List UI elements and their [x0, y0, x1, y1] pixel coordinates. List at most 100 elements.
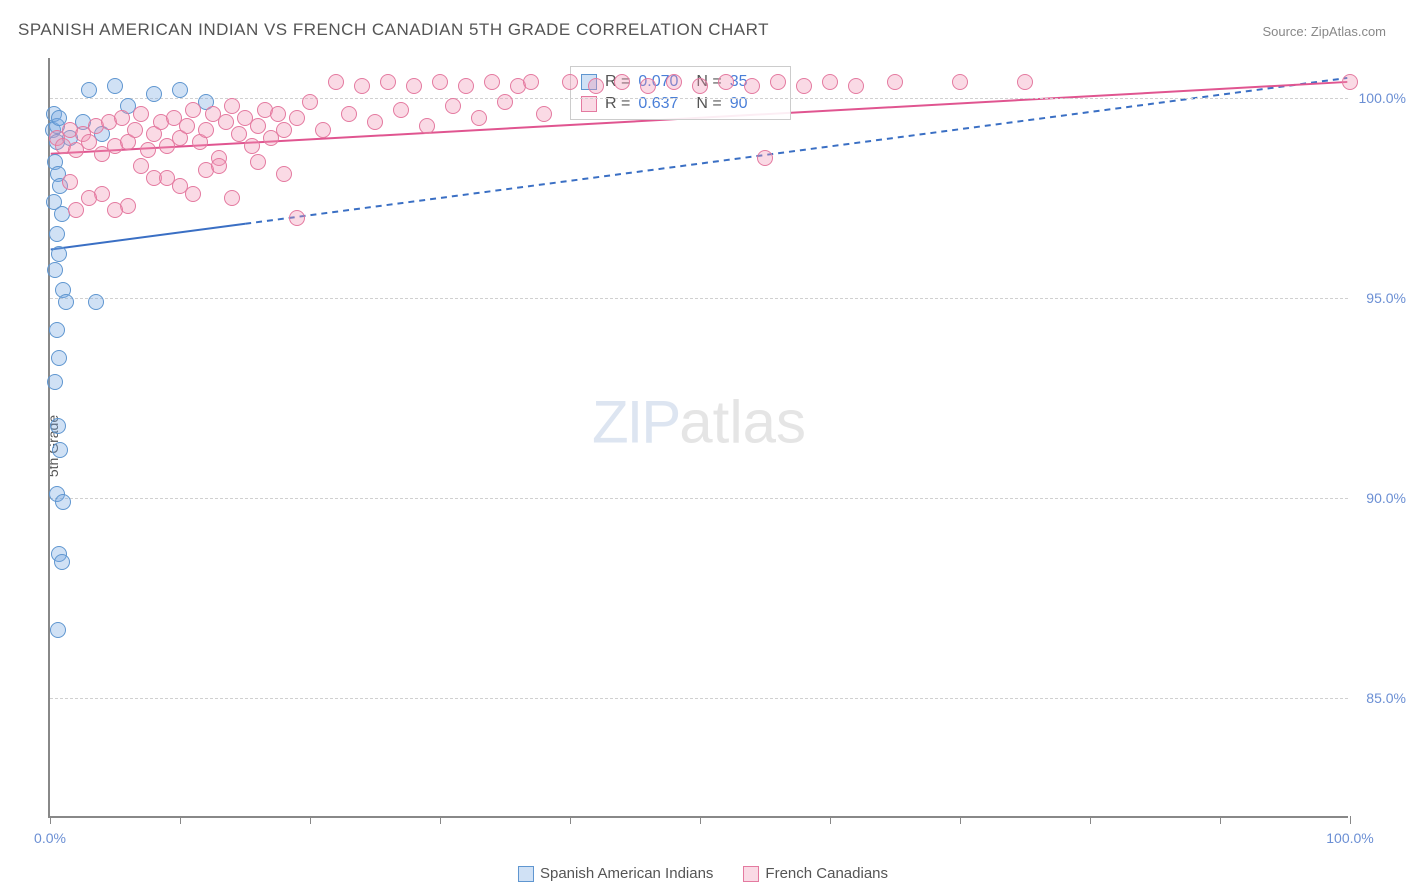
data-point-series-1: [718, 74, 734, 90]
legend-label: Spanish American Indians: [540, 865, 713, 882]
data-point-series-1: [692, 78, 708, 94]
data-point-series-1: [380, 74, 396, 90]
trend-lines: [50, 58, 1348, 816]
x-tick: [1090, 816, 1091, 824]
data-point-series-1: [848, 78, 864, 94]
data-point-series-1: [471, 110, 487, 126]
data-point-series-1: [211, 158, 227, 174]
data-point-series-1: [231, 126, 247, 142]
data-point-series-1: [114, 110, 130, 126]
watermark: ZIPatlas: [592, 387, 806, 456]
grid-line: [50, 498, 1348, 499]
data-point-series-1: [179, 118, 195, 134]
data-point-series-0: [50, 418, 66, 434]
x-tick: [830, 816, 831, 824]
data-point-series-0: [107, 78, 123, 94]
data-point-series-1: [419, 118, 435, 134]
x-tick: [180, 816, 181, 824]
data-point-series-1: [185, 102, 201, 118]
data-point-series-1: [393, 102, 409, 118]
data-point-series-0: [55, 494, 71, 510]
data-point-series-1: [952, 74, 968, 90]
plot-area: ZIPatlas R =0.070N =35R =0.637N =90 85.0…: [48, 58, 1348, 818]
grid-line: [50, 98, 1348, 99]
data-point-series-0: [51, 350, 67, 366]
data-point-series-1: [445, 98, 461, 114]
data-point-series-1: [276, 122, 292, 138]
data-point-series-0: [146, 86, 162, 102]
data-point-series-1: [354, 78, 370, 94]
data-point-series-0: [51, 246, 67, 262]
data-point-series-1: [198, 122, 214, 138]
data-point-series-1: [484, 74, 500, 90]
chart-title: SPANISH AMERICAN INDIAN VS FRENCH CANADI…: [18, 20, 769, 40]
legend-label: French Canadians: [765, 865, 888, 882]
x-tick: [310, 816, 311, 824]
y-tick-label: 95.0%: [1366, 290, 1406, 306]
data-point-series-0: [49, 322, 65, 338]
data-point-series-1: [140, 142, 156, 158]
x-tick: [960, 816, 961, 824]
data-point-series-1: [81, 190, 97, 206]
data-point-series-1: [536, 106, 552, 122]
source-label: Source: ZipAtlas.com: [1262, 24, 1386, 39]
data-point-series-1: [68, 202, 84, 218]
x-tick-label: 100.0%: [1326, 830, 1373, 846]
data-point-series-0: [50, 622, 66, 638]
data-point-series-1: [133, 106, 149, 122]
data-point-series-0: [49, 226, 65, 242]
data-point-series-0: [52, 442, 68, 458]
data-point-series-1: [250, 154, 266, 170]
data-point-series-1: [744, 78, 760, 94]
data-point-series-1: [614, 74, 630, 90]
grid-line: [50, 698, 1348, 699]
legend-item-series-0: Spanish American Indians: [518, 865, 713, 882]
data-point-series-1: [367, 114, 383, 130]
data-point-series-1: [302, 94, 318, 110]
data-point-series-1: [224, 190, 240, 206]
stats-legend-box: R =0.070N =35R =0.637N =90: [570, 66, 791, 120]
y-tick-label: 100.0%: [1359, 90, 1406, 106]
data-point-series-1: [523, 74, 539, 90]
x-tick: [570, 816, 571, 824]
x-tick: [1220, 816, 1221, 824]
data-point-series-1: [341, 106, 357, 122]
data-point-series-1: [562, 74, 578, 90]
x-tick: [440, 816, 441, 824]
watermark-atlas: atlas: [679, 388, 806, 455]
data-point-series-1: [315, 122, 331, 138]
data-point-series-1: [887, 74, 903, 90]
data-point-series-1: [224, 98, 240, 114]
stats-row: R =0.637N =90: [581, 93, 780, 115]
x-tick: [1350, 816, 1351, 824]
legend-item-series-1: French Canadians: [743, 865, 888, 882]
data-point-series-1: [81, 134, 97, 150]
y-tick-label: 90.0%: [1366, 490, 1406, 506]
x-tick-label: 0.0%: [34, 830, 66, 846]
data-point-series-1: [250, 118, 266, 134]
data-point-series-1: [458, 78, 474, 94]
legend-swatch-icon: [518, 866, 534, 882]
data-point-series-1: [276, 166, 292, 182]
data-point-series-1: [1342, 74, 1358, 90]
data-point-series-1: [62, 174, 78, 190]
data-point-series-1: [133, 158, 149, 174]
data-point-series-1: [185, 186, 201, 202]
chart-container: SPANISH AMERICAN INDIAN VS FRENCH CANADI…: [0, 0, 1406, 892]
data-point-series-1: [497, 94, 513, 110]
data-point-series-1: [107, 202, 123, 218]
data-point-series-1: [588, 78, 604, 94]
data-point-series-1: [757, 150, 773, 166]
data-point-series-1: [770, 74, 786, 90]
data-point-series-1: [406, 78, 422, 94]
data-point-series-0: [58, 294, 74, 310]
data-point-series-0: [88, 294, 104, 310]
data-point-series-1: [289, 210, 305, 226]
bottom-legend: Spanish American Indians French Canadian…: [518, 865, 888, 882]
data-point-series-1: [289, 110, 305, 126]
data-point-series-1: [159, 170, 175, 186]
data-point-series-1: [270, 106, 286, 122]
data-point-series-0: [172, 82, 188, 98]
y-tick-label: 85.0%: [1366, 690, 1406, 706]
data-point-series-1: [666, 74, 682, 90]
